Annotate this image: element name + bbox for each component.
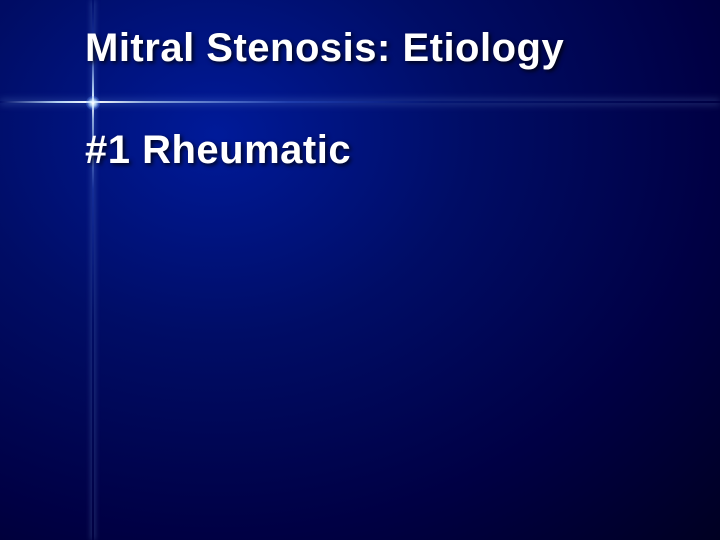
slide-title: Mitral Stenosis: Etiology (85, 26, 564, 71)
lens-flare-vertical (92, 0, 94, 540)
lens-flare-horizontal (0, 101, 720, 103)
slide-body-text: #1 Rheumatic (85, 128, 351, 173)
lens-flare-center (86, 96, 100, 110)
